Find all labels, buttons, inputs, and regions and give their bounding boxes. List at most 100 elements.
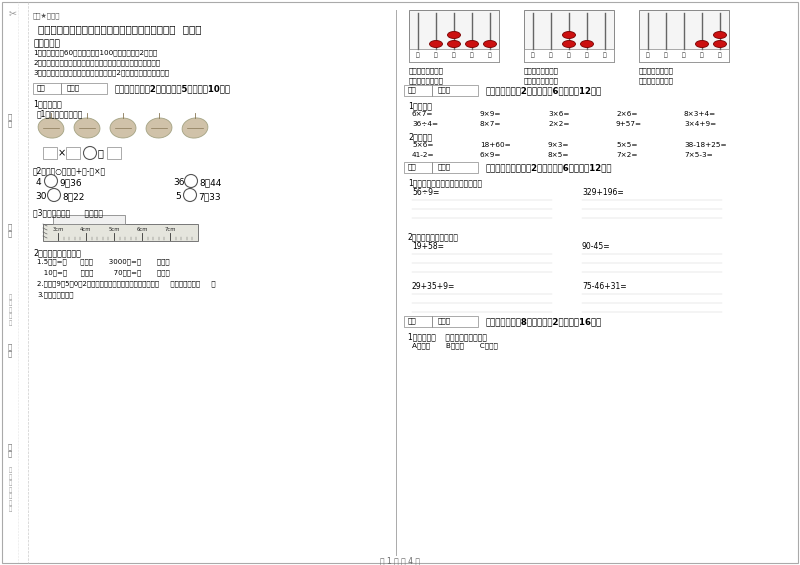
Text: 评卷人: 评卷人 bbox=[438, 318, 451, 324]
Bar bbox=[404, 85, 432, 96]
Text: 56÷9=: 56÷9= bbox=[412, 188, 439, 197]
Bar bbox=[409, 10, 499, 62]
Text: 8＝44: 8＝44 bbox=[199, 178, 222, 187]
Ellipse shape bbox=[182, 118, 208, 138]
Bar bbox=[66, 147, 80, 159]
Text: 4: 4 bbox=[36, 178, 42, 187]
Ellipse shape bbox=[581, 41, 594, 47]
Text: 读作：＿＿＿＿＿: 读作：＿＿＿＿＿ bbox=[524, 77, 559, 84]
Ellipse shape bbox=[146, 118, 172, 138]
Text: 6×9=: 6×9= bbox=[480, 152, 502, 158]
Text: ×: × bbox=[58, 148, 66, 158]
Text: 个: 个 bbox=[488, 53, 492, 58]
Text: 2、口算。: 2、口算。 bbox=[408, 132, 432, 141]
Text: 装
订
线
（
副
页
）: 装 订 线 （ 副 页 ） bbox=[8, 468, 12, 512]
Text: 36: 36 bbox=[173, 178, 185, 187]
Text: 一、填空题（共2大题，每题5分，共计10分）: 一、填空题（共2大题，每题5分，共计10分） bbox=[115, 85, 231, 93]
Text: 三、列竖式计算（共2大题，每题6分，共计12分）: 三、列竖式计算（共2大题，每题6分，共计12分） bbox=[486, 163, 613, 172]
Ellipse shape bbox=[695, 41, 709, 47]
Text: 2×6=: 2×6= bbox=[616, 111, 638, 117]
Text: 得分: 得分 bbox=[408, 318, 417, 324]
Ellipse shape bbox=[714, 32, 726, 38]
Text: 38-18+25=: 38-18+25= bbox=[684, 142, 726, 148]
Text: 四、选一选（共8大题，每题2分，共计16分）: 四、选一选（共8大题，每题2分，共计16分） bbox=[486, 318, 602, 327]
Text: 2、列出竖式下面各题。: 2、列出竖式下面各题。 bbox=[408, 232, 459, 241]
Text: 十: 十 bbox=[585, 53, 589, 58]
Circle shape bbox=[47, 189, 61, 202]
Ellipse shape bbox=[714, 41, 726, 47]
Text: 7＞33: 7＞33 bbox=[198, 192, 221, 201]
Ellipse shape bbox=[110, 118, 136, 138]
Text: 班
级: 班 级 bbox=[8, 223, 12, 237]
Bar bbox=[404, 316, 432, 327]
Ellipse shape bbox=[447, 32, 461, 38]
Text: ＝: ＝ bbox=[98, 148, 104, 158]
Bar bbox=[432, 316, 478, 327]
Bar bbox=[409, 49, 499, 62]
Text: 3×6=: 3×6= bbox=[548, 111, 570, 117]
Text: 千: 千 bbox=[664, 53, 668, 58]
Text: 30: 30 bbox=[35, 192, 46, 201]
Text: 黑龙江省实验小学二年级数学下学期自我检测试卷  附答案: 黑龙江省实验小学二年级数学下学期自我检测试卷 附答案 bbox=[38, 24, 202, 34]
Text: 10米=（      ）分米         70毫米=（       ）厘米: 10米=（ ）分米 70毫米=（ ）厘米 bbox=[37, 269, 170, 276]
Ellipse shape bbox=[562, 32, 575, 38]
Ellipse shape bbox=[430, 41, 442, 47]
Text: 得分: 得分 bbox=[37, 85, 46, 91]
Bar bbox=[639, 10, 729, 62]
Text: 学
校: 学 校 bbox=[8, 443, 12, 457]
Text: 内
不
准
作
答: 内 不 准 作 答 bbox=[8, 294, 12, 326]
Text: 十: 十 bbox=[700, 53, 704, 58]
Text: 9＝36: 9＝36 bbox=[59, 178, 82, 187]
Text: 1、口算。: 1、口算。 bbox=[408, 101, 432, 110]
Text: 9+57=: 9+57= bbox=[616, 121, 642, 127]
Text: ✂: ✂ bbox=[9, 8, 17, 18]
Text: 写作：＿＿＿＿＿: 写作：＿＿＿＿＿ bbox=[639, 67, 674, 73]
Ellipse shape bbox=[483, 41, 497, 47]
Text: 2、请首先按要求在试卷的指定位置填写您的姓名、班级、学号。: 2、请首先按要求在试卷的指定位置填写您的姓名、班级、学号。 bbox=[33, 59, 160, 66]
Text: 学
号: 学 号 bbox=[8, 113, 12, 127]
Text: 评卷人: 评卷人 bbox=[67, 85, 80, 91]
Text: 写作：＿＿＿＿＿: 写作：＿＿＿＿＿ bbox=[524, 67, 559, 73]
Text: 1、用竖式计算，带弧的题要验算。: 1、用竖式计算，带弧的题要验算。 bbox=[408, 178, 482, 187]
Text: 评卷人: 评卷人 bbox=[438, 163, 451, 170]
Text: 万: 万 bbox=[531, 53, 535, 58]
Text: 得分: 得分 bbox=[408, 86, 417, 93]
Text: 十: 十 bbox=[470, 53, 474, 58]
Text: 2.用数字9、5、0、2组成不同的四位数，其中最大的数是（     ），最小的是（     ）: 2.用数字9、5、0、2组成不同的四位数，其中最大的数是（ ），最小的是（ ） bbox=[37, 280, 216, 286]
Text: 1、考试时间：60分钟，满分为100分（含卷面分2分）。: 1、考试时间：60分钟，满分为100分（含卷面分2分）。 bbox=[33, 49, 158, 55]
Text: 3cm: 3cm bbox=[52, 227, 64, 232]
Text: 百: 百 bbox=[682, 53, 686, 58]
Text: 29+35+9=: 29+35+9= bbox=[412, 282, 455, 291]
Text: 千: 千 bbox=[549, 53, 553, 58]
Text: 姓
名: 姓 名 bbox=[8, 343, 12, 357]
Text: A、锐角       B、直角       C、钝角: A、锐角 B、直角 C、钝角 bbox=[412, 342, 498, 349]
Text: 个: 个 bbox=[603, 53, 607, 58]
Text: 8×5=: 8×5= bbox=[548, 152, 570, 158]
Text: 6cm: 6cm bbox=[136, 227, 148, 232]
Text: 万: 万 bbox=[646, 53, 650, 58]
Bar bbox=[524, 49, 614, 62]
Text: 百: 百 bbox=[567, 53, 571, 58]
Circle shape bbox=[183, 189, 197, 202]
Bar bbox=[43, 224, 198, 241]
Text: 9×9=: 9×9= bbox=[480, 111, 502, 117]
Text: 万: 万 bbox=[416, 53, 420, 58]
Text: 2、想一想，填一填。: 2、想一想，填一填。 bbox=[33, 248, 81, 257]
Text: 8×3+4=: 8×3+4= bbox=[684, 111, 716, 117]
Text: 3、不要在试卷上乱写乱画，卷面不整洁扣2分，密封线外请勿作答。: 3、不要在试卷上乱写乱画，卷面不整洁扣2分，密封线外请勿作答。 bbox=[33, 69, 169, 76]
Bar bbox=[43, 147, 57, 159]
Circle shape bbox=[83, 146, 97, 159]
Bar bbox=[432, 162, 478, 173]
Text: 3×4+9=: 3×4+9= bbox=[684, 121, 716, 127]
Ellipse shape bbox=[466, 41, 478, 47]
Bar bbox=[639, 49, 729, 62]
Text: （2）、在○里填上+、-或×。: （2）、在○里填上+、-或×。 bbox=[33, 166, 106, 175]
Text: 1、所有的（    ）大小都是相等的。: 1、所有的（ ）大小都是相等的。 bbox=[408, 332, 487, 341]
Text: 6×7=: 6×7= bbox=[412, 111, 434, 117]
Text: 二、计算题（共2大题，每题6分，共计12分）: 二、计算题（共2大题，每题6分，共计12分） bbox=[486, 86, 602, 95]
Text: 组卷★自用圈: 组卷★自用圈 bbox=[33, 12, 61, 19]
Text: 得分: 得分 bbox=[408, 163, 417, 170]
Text: 41-2=: 41-2= bbox=[412, 152, 434, 158]
Text: 9×3=: 9×3= bbox=[548, 142, 570, 148]
Ellipse shape bbox=[74, 118, 100, 138]
